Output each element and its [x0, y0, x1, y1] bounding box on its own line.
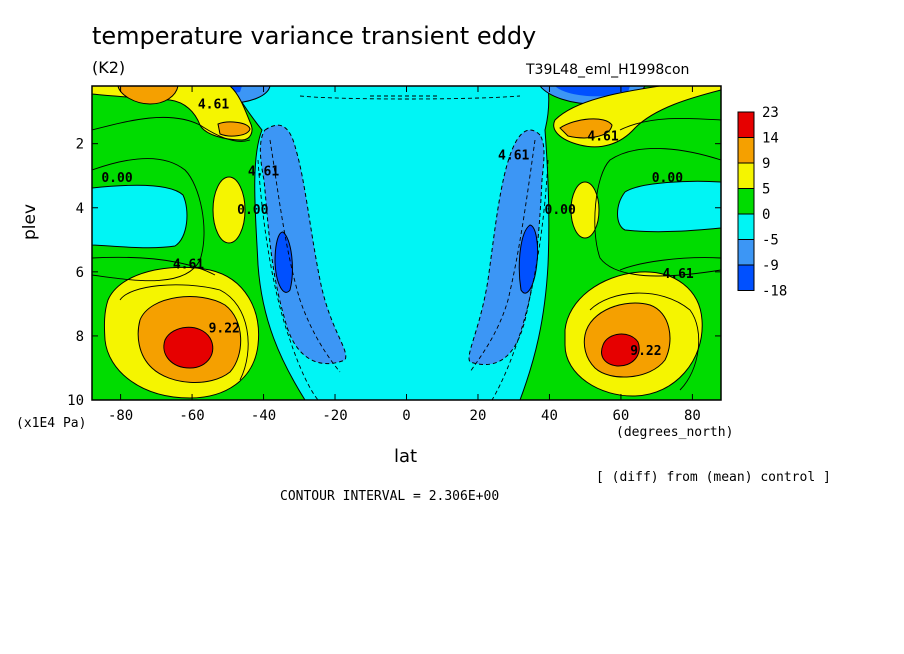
nh-lower-max	[601, 333, 640, 367]
colorbar-level-label: 0	[762, 207, 770, 223]
x-axis-units: (degrees_north)	[616, 425, 734, 440]
colorbar-level-label: -18	[762, 284, 787, 300]
x-tick-label: 60	[613, 408, 630, 424]
x-tick-label: -80	[108, 408, 133, 424]
colorbar-swatch	[737, 162, 755, 189]
sh-lower-max	[163, 326, 214, 369]
sh-subtropical-negative	[259, 124, 347, 365]
colorbar-level-label: 14	[762, 131, 779, 147]
contour-label: 9.22	[209, 322, 240, 337]
y-tick-label: 10	[67, 393, 84, 409]
sh-subtropical-min	[274, 231, 293, 293]
nh-subtropical-negative	[468, 129, 545, 366]
colorbar-swatch	[737, 213, 755, 240]
colorbar: 23 14 9 5 0 -5 -9 -18	[737, 105, 787, 300]
contour-label: 0.00	[101, 171, 132, 186]
chart-title: temperature variance transient eddy	[92, 22, 537, 50]
y-tick-label: 6	[76, 265, 84, 281]
run-id: T39L48_eml_H1998con	[526, 62, 690, 78]
contour-label: 4.61	[198, 97, 229, 112]
y-axis-label: plev	[20, 203, 40, 240]
colorbar-swatch	[737, 239, 755, 266]
nh-upper-min	[555, 86, 630, 97]
contour-label: 4.61	[173, 258, 204, 273]
sh-midlevel-negative	[92, 184, 188, 249]
negative-contour-lines	[257, 95, 549, 400]
nh-subtropical-min	[518, 224, 539, 294]
contour-label: 0.00	[652, 171, 683, 186]
nh-midlevel-negative	[617, 180, 721, 233]
x-tick-label: 20	[470, 408, 487, 424]
contour-label: 0.00	[545, 203, 576, 218]
nh-mid-positive	[570, 181, 600, 239]
contour-labels: 4.61 4.61 4.61 4.61 0.00 0.00 0.00 0.00 4.61 4.61…	[101, 97, 694, 359]
x-tick-label: 80	[684, 408, 701, 424]
sh-upper-max	[117, 86, 179, 105]
colorbar-swatch	[737, 137, 755, 164]
contour-interval: CONTOUR INTERVAL = 2.306E+00	[280, 489, 500, 504]
contour-label: 4.61	[498, 149, 529, 164]
y-tick-label: 4	[76, 201, 84, 217]
colorbar-level-label: -9	[762, 258, 779, 274]
contour-label: 0.00	[237, 203, 268, 218]
contour-label: 4.61	[248, 165, 279, 180]
contour-lines	[92, 116, 721, 391]
contour-label: 4.61	[587, 129, 618, 144]
y-axis-units: (x1E4 Pa)	[16, 416, 87, 431]
colorbar-swatch	[737, 264, 755, 291]
nh-upper-max	[559, 118, 613, 139]
y-tick-label: 8	[76, 329, 84, 345]
colorbar-level-label: 23	[762, 105, 779, 121]
colorbar-swatch	[737, 188, 755, 215]
y-tick-label: 2	[76, 137, 84, 153]
colorbar-level-label: 5	[762, 182, 770, 198]
sh-upper-max-2	[217, 121, 251, 137]
x-tick-label: 0	[402, 408, 410, 424]
colorbar-level-label: -5	[762, 233, 779, 249]
chart-units: (K2)	[92, 58, 126, 77]
axes: -80 -60 -40 -20 0 20 40 60 80 2 4 6 8 10	[67, 86, 721, 424]
x-tick-label: -40	[251, 408, 276, 424]
x-tick-label: 40	[541, 408, 558, 424]
x-axis-label: lat	[394, 446, 418, 467]
contour-label: 9.22	[630, 344, 661, 359]
contour-label: 4.61	[662, 267, 693, 282]
sh-mid-positive	[212, 176, 246, 244]
colorbar-swatch	[737, 111, 755, 138]
x-tick-label: -20	[322, 408, 347, 424]
x-tick-label: -60	[179, 408, 204, 424]
diff-note: [ (diff) from (mean) control ]	[596, 470, 831, 485]
colorbar-level-label: 9	[762, 156, 770, 172]
